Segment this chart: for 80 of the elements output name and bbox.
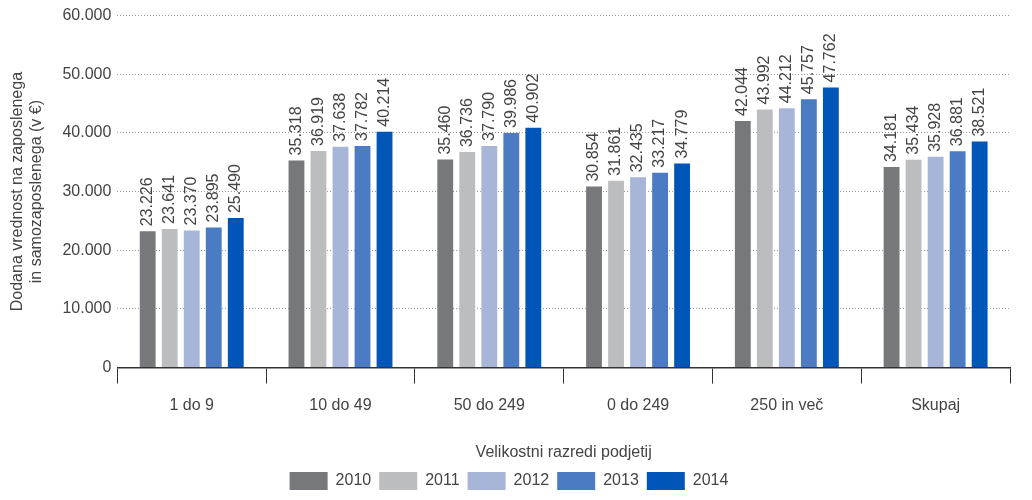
data-label: 40.902: [523, 73, 541, 123]
data-label: 36.881: [948, 97, 966, 147]
legend-label: 2012: [513, 471, 550, 489]
bar: [778, 108, 795, 368]
x-tick-label: Skupaj: [911, 395, 961, 413]
bar: [139, 231, 156, 368]
bar: [608, 180, 624, 368]
bar: [883, 167, 900, 368]
legend-label: 2013: [603, 471, 639, 489]
y-tick-label: 60.000: [62, 6, 112, 24]
bar: [481, 145, 498, 368]
bar: [205, 227, 222, 368]
data-label: 42.044: [733, 66, 751, 116]
bar: [525, 127, 542, 368]
bar: [800, 99, 817, 368]
bar: [161, 228, 178, 368]
data-label: 25.490: [226, 164, 244, 214]
bar: [183, 230, 200, 368]
x-tick-label: 50 do 249: [453, 395, 525, 413]
bar: [927, 156, 944, 368]
data-label: 35.318: [286, 106, 304, 156]
data-label: 44.212: [777, 54, 795, 104]
bar: [437, 159, 454, 368]
data-label: 40.214: [374, 77, 392, 127]
y-tick-label: 0: [102, 358, 112, 376]
data-label: 23.641: [160, 174, 178, 224]
data-label: 37.790: [479, 91, 497, 141]
data-label: 37.782: [352, 91, 370, 141]
data-label: 32.435: [628, 123, 646, 173]
bar: [630, 177, 646, 368]
bar: [288, 160, 305, 368]
bar: [674, 163, 691, 368]
y-tick-label: 20.000: [62, 240, 112, 258]
data-label: 38.521: [970, 87, 988, 137]
legend-label: 2014: [692, 471, 729, 489]
data-label: 43.992: [755, 55, 773, 105]
bar: [586, 186, 602, 368]
x-tick-label: 1 do 9: [169, 395, 215, 413]
x-tick-label: 250 in več: [750, 395, 824, 413]
x-tick-label: 10 do 49: [309, 395, 372, 413]
bar: [822, 87, 839, 368]
bar: [376, 131, 393, 368]
bar: [905, 159, 922, 368]
y-axis-title: Dodana vrednost na zaposlenega in samozaposlenega (v €): [8, 71, 45, 312]
bar: [459, 152, 476, 368]
data-label: 31.861: [606, 126, 624, 176]
y-tick-label: 40.000: [62, 123, 112, 141]
data-label: 23.895: [204, 173, 222, 223]
bar: [503, 133, 520, 368]
data-label: 47.762: [821, 33, 839, 83]
data-label: 34.779: [672, 109, 690, 159]
legend-label: 2011: [425, 471, 460, 489]
x-axis-title: Velikostni razredi podjetij: [475, 442, 652, 460]
data-label: 23.370: [182, 176, 200, 226]
y-tick-label: 30.000: [62, 182, 112, 200]
bar: [354, 145, 371, 368]
data-label: 35.460: [435, 105, 453, 155]
x-tick-label: 0 do 249: [606, 395, 670, 413]
bar: [332, 146, 349, 368]
y-tick-label: 10.000: [62, 299, 112, 317]
bar: [756, 109, 773, 368]
bar: [227, 218, 244, 368]
bar: [652, 172, 668, 368]
legend-label: 2010: [335, 471, 372, 489]
data-label: 35.434: [904, 105, 921, 155]
data-label: 45.757: [799, 45, 817, 95]
data-label: 23.226: [138, 177, 156, 227]
bar: [734, 120, 751, 368]
data-label: 37.638: [330, 92, 348, 142]
data-label: 36.919: [308, 96, 326, 147]
data-label: 35.928: [926, 102, 944, 152]
bar: [310, 151, 327, 368]
y-tick-label: 50.000: [62, 64, 112, 82]
data-label: 34.181: [881, 113, 899, 163]
bar: [971, 141, 988, 368]
data-label: 33.217: [650, 118, 668, 168]
data-label: 30.854: [584, 132, 602, 182]
data-label: 36.736: [457, 98, 475, 148]
data-label: 39.986: [501, 78, 519, 129]
bar: [949, 151, 966, 368]
